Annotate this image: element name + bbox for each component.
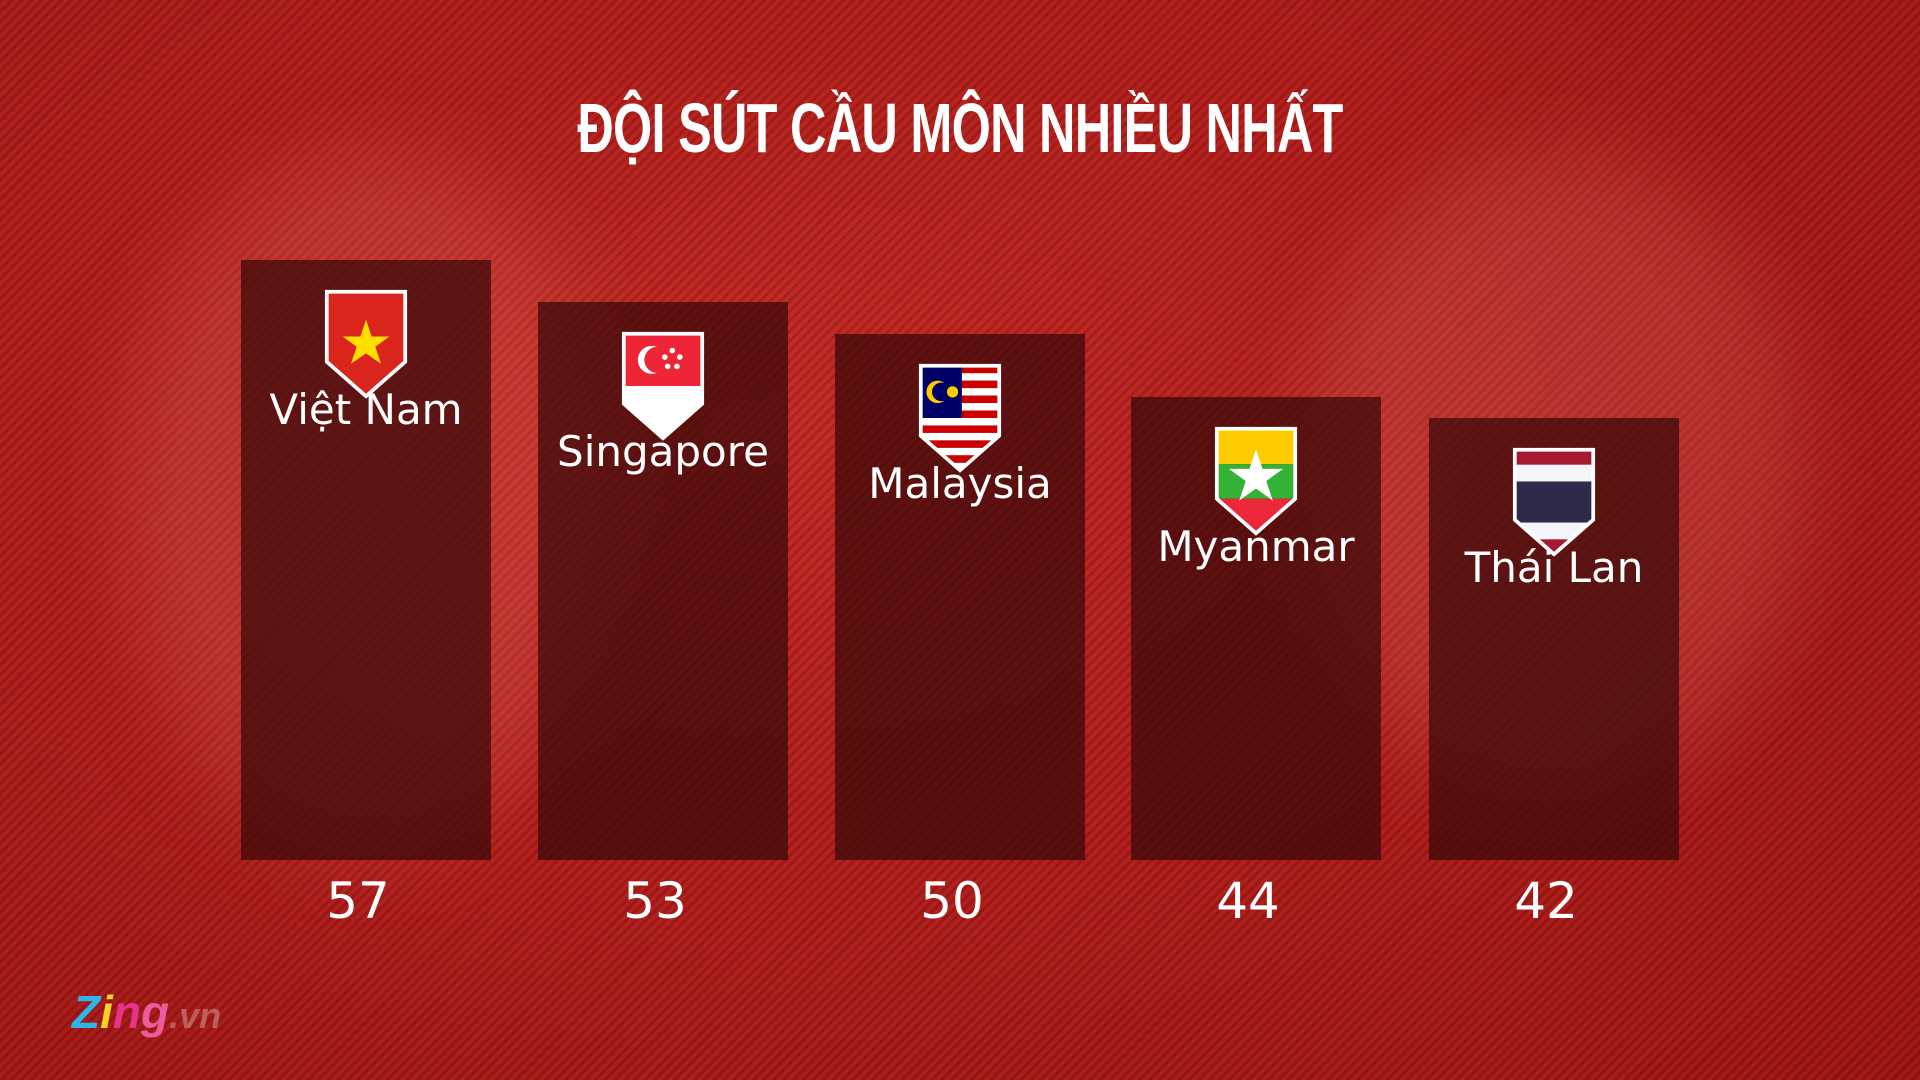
bar-myanmar: Myanmar — [1131, 396, 1381, 860]
category-label: Việt Nam — [269, 384, 463, 434]
singapore-flag-icon — [621, 331, 705, 441]
bar-việt-nam: Việt Nam — [241, 259, 491, 860]
vietnam-flag-icon — [324, 289, 408, 399]
thailand-flag-icon — [1512, 447, 1596, 557]
category-label: Singapore — [557, 427, 769, 477]
value-label: 44 — [1216, 872, 1280, 930]
value-label: 57 — [326, 872, 390, 930]
value-label: 42 — [1514, 872, 1578, 930]
category-label: Thái Lan — [1464, 542, 1644, 592]
category-label: Myanmar — [1157, 521, 1355, 571]
value-label: 50 — [920, 872, 984, 930]
value-label: 53 — [623, 872, 687, 930]
bar-singapore: Singapore — [538, 302, 788, 860]
malaysia-flag-icon — [918, 363, 1002, 473]
category-label: Malaysia — [868, 458, 1052, 508]
bar-thái-lan: Thái Lan — [1429, 417, 1679, 860]
chart-title: ĐỘI SÚT CẦU MÔN NHIỀU NHẤT — [577, 89, 1343, 167]
myanmar-flag-icon — [1214, 426, 1298, 536]
bar-malaysia: Malaysia — [835, 333, 1085, 860]
zing-logo: Zing.vn — [72, 986, 222, 1038]
